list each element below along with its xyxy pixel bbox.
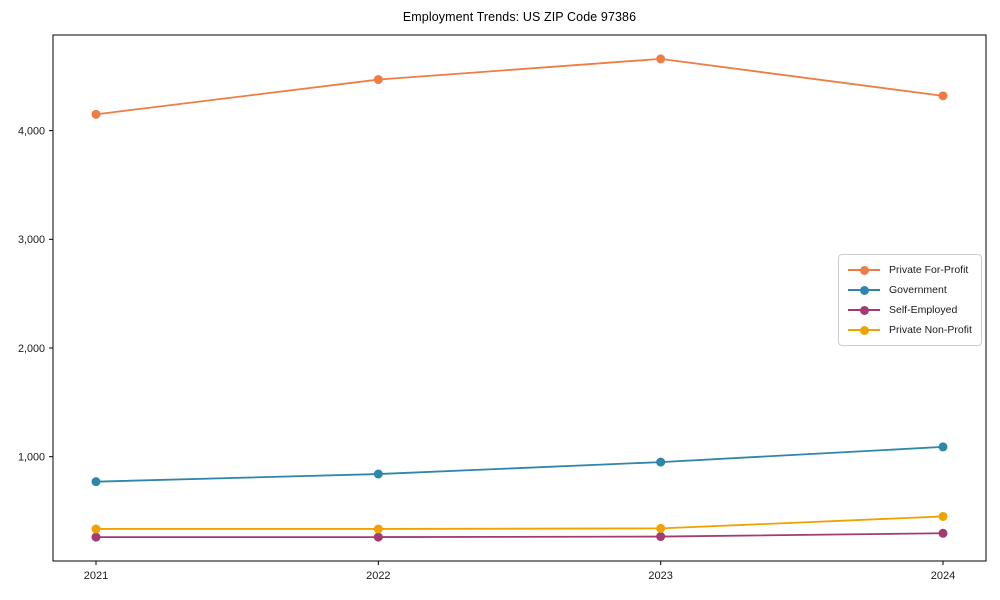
series-line-private-for-profit [95,58,944,116]
legend-label: Self-Employed [889,304,958,316]
legend-marker-icon [848,325,880,336]
y-tick-label: 2,000 [18,343,45,355]
data-point-government [938,442,948,452]
x-tick-label: 2021 [84,570,108,582]
series-line-government [95,445,944,483]
legend-item-self-employed: Self-Employed [848,300,972,320]
data-point-private-non-profit [91,524,101,534]
series-line-private-non-profit [96,515,944,530]
legend-marker-icon [848,285,880,296]
legend-label: Private For-Profit [889,264,969,276]
data-point-private-for-profit [938,91,948,101]
legend-label: Government [889,284,947,296]
data-point-self-employed [656,532,666,542]
data-point-private-non-profit [373,524,383,534]
legend-label: Private Non-Profit [889,324,972,336]
plot-border [52,34,987,562]
data-point-private-for-profit [91,109,101,119]
y-tick-label: 4,000 [18,125,45,137]
legend-marker-icon [848,305,880,316]
x-tick-label: 2024 [931,570,955,582]
legend-item-private-for-profit: Private For-Profit [848,260,972,280]
x-tick-label: 2022 [366,570,390,582]
y-tick-label: 1,000 [18,451,45,463]
data-point-self-employed [373,532,383,542]
data-point-private-for-profit [373,75,383,85]
data-point-private-non-profit [938,511,948,521]
data-point-private-non-profit [656,523,666,533]
data-point-government [656,457,666,467]
data-point-self-employed [91,532,101,542]
chart-title: Employment Trends: US ZIP Code 97386 [402,10,637,24]
x-tick-label: 2023 [648,570,672,582]
data-point-government [91,477,101,487]
series-line-self-employed [96,532,944,538]
legend: Private For-Profit Government Self-Employe… [838,254,982,346]
legend-item-private-non-profit: Private Non-Profit [848,320,972,340]
data-point-self-employed [938,528,948,538]
data-point-government [373,469,383,479]
legend-item-government: Government [848,280,972,300]
y-tick-label: 3,000 [18,234,45,246]
legend-marker-icon [848,265,880,276]
data-point-private-for-profit [656,54,666,64]
